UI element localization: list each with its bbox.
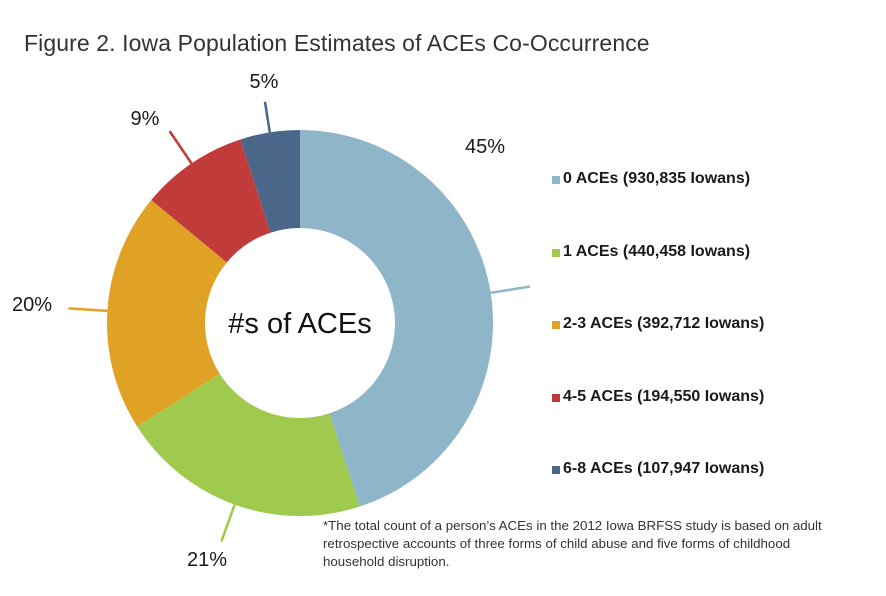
legend-label: 6-8 ACEs (107,947 Iowans)	[563, 460, 765, 477]
percent-label-6-8-aces: 5%	[250, 71, 279, 93]
slice-1-aces	[137, 373, 360, 516]
legend-label: 1 ACEs (440,458 Iowans)	[563, 242, 751, 260]
legend-swatch	[552, 248, 560, 257]
percent-label-4-5-aces: 9%	[131, 108, 160, 130]
percent-label-0-aces: 45%	[465, 136, 505, 158]
leader-line-4-5-aces	[168, 130, 193, 165]
donut-slices	[106, 130, 493, 516]
legend-item-0-aces: 0 ACEs (930,835 Iowans)	[552, 170, 764, 243]
donut-center-label: #s of ACEs	[228, 308, 371, 340]
chart-title: Figure 2. Iowa Population Estimates of A…	[24, 30, 650, 56]
legend-label: 2-3 ACEs (392,712 Iowans)	[563, 315, 765, 332]
slice-2-3-aces	[106, 199, 227, 427]
slice-6-8-aces	[240, 130, 300, 233]
leader-line-6-8-aces	[263, 101, 272, 133]
leader-lines	[68, 101, 531, 542]
legend-swatch	[552, 466, 560, 474]
legend-swatch	[552, 393, 560, 402]
legend-item-2-3-aces: 2-3 ACEs (392,712 Iowans)	[552, 315, 764, 388]
percent-label-1-aces: 21%	[187, 549, 227, 571]
slice-0-aces	[300, 130, 493, 507]
leader-line-1-aces	[220, 504, 236, 542]
legend-item-4-5-aces: 4-5 ACEs (194,550 Iowans)	[552, 388, 764, 461]
legend-swatch	[552, 321, 560, 329]
chart-legend: 0 ACEs (930,835 Iowans) 1 ACEs (440,458 I…	[552, 170, 764, 533]
legend-item-1-aces: 1 ACEs (440,458 Iowans)	[552, 243, 764, 316]
percent-labels: 45% 21% 20% 9% 5%	[12, 71, 505, 571]
leader-line-2-3-aces	[68, 307, 108, 313]
percent-label-2-3-aces: 20%	[12, 294, 52, 316]
legend-swatch	[552, 176, 560, 184]
slice-4-5-aces	[151, 139, 271, 263]
legend-label: 0 ACEs (930,835 Iowans)	[563, 170, 751, 187]
footnote: *The total count of a person’s ACEs in t…	[323, 518, 822, 569]
leader-line-0-aces	[490, 285, 531, 295]
legend-label: 4-5 ACEs (194,550 Iowans)	[563, 387, 765, 405]
legend-item-6-8-aces: 6-8 ACEs (107,947 Iowans)	[552, 460, 764, 533]
